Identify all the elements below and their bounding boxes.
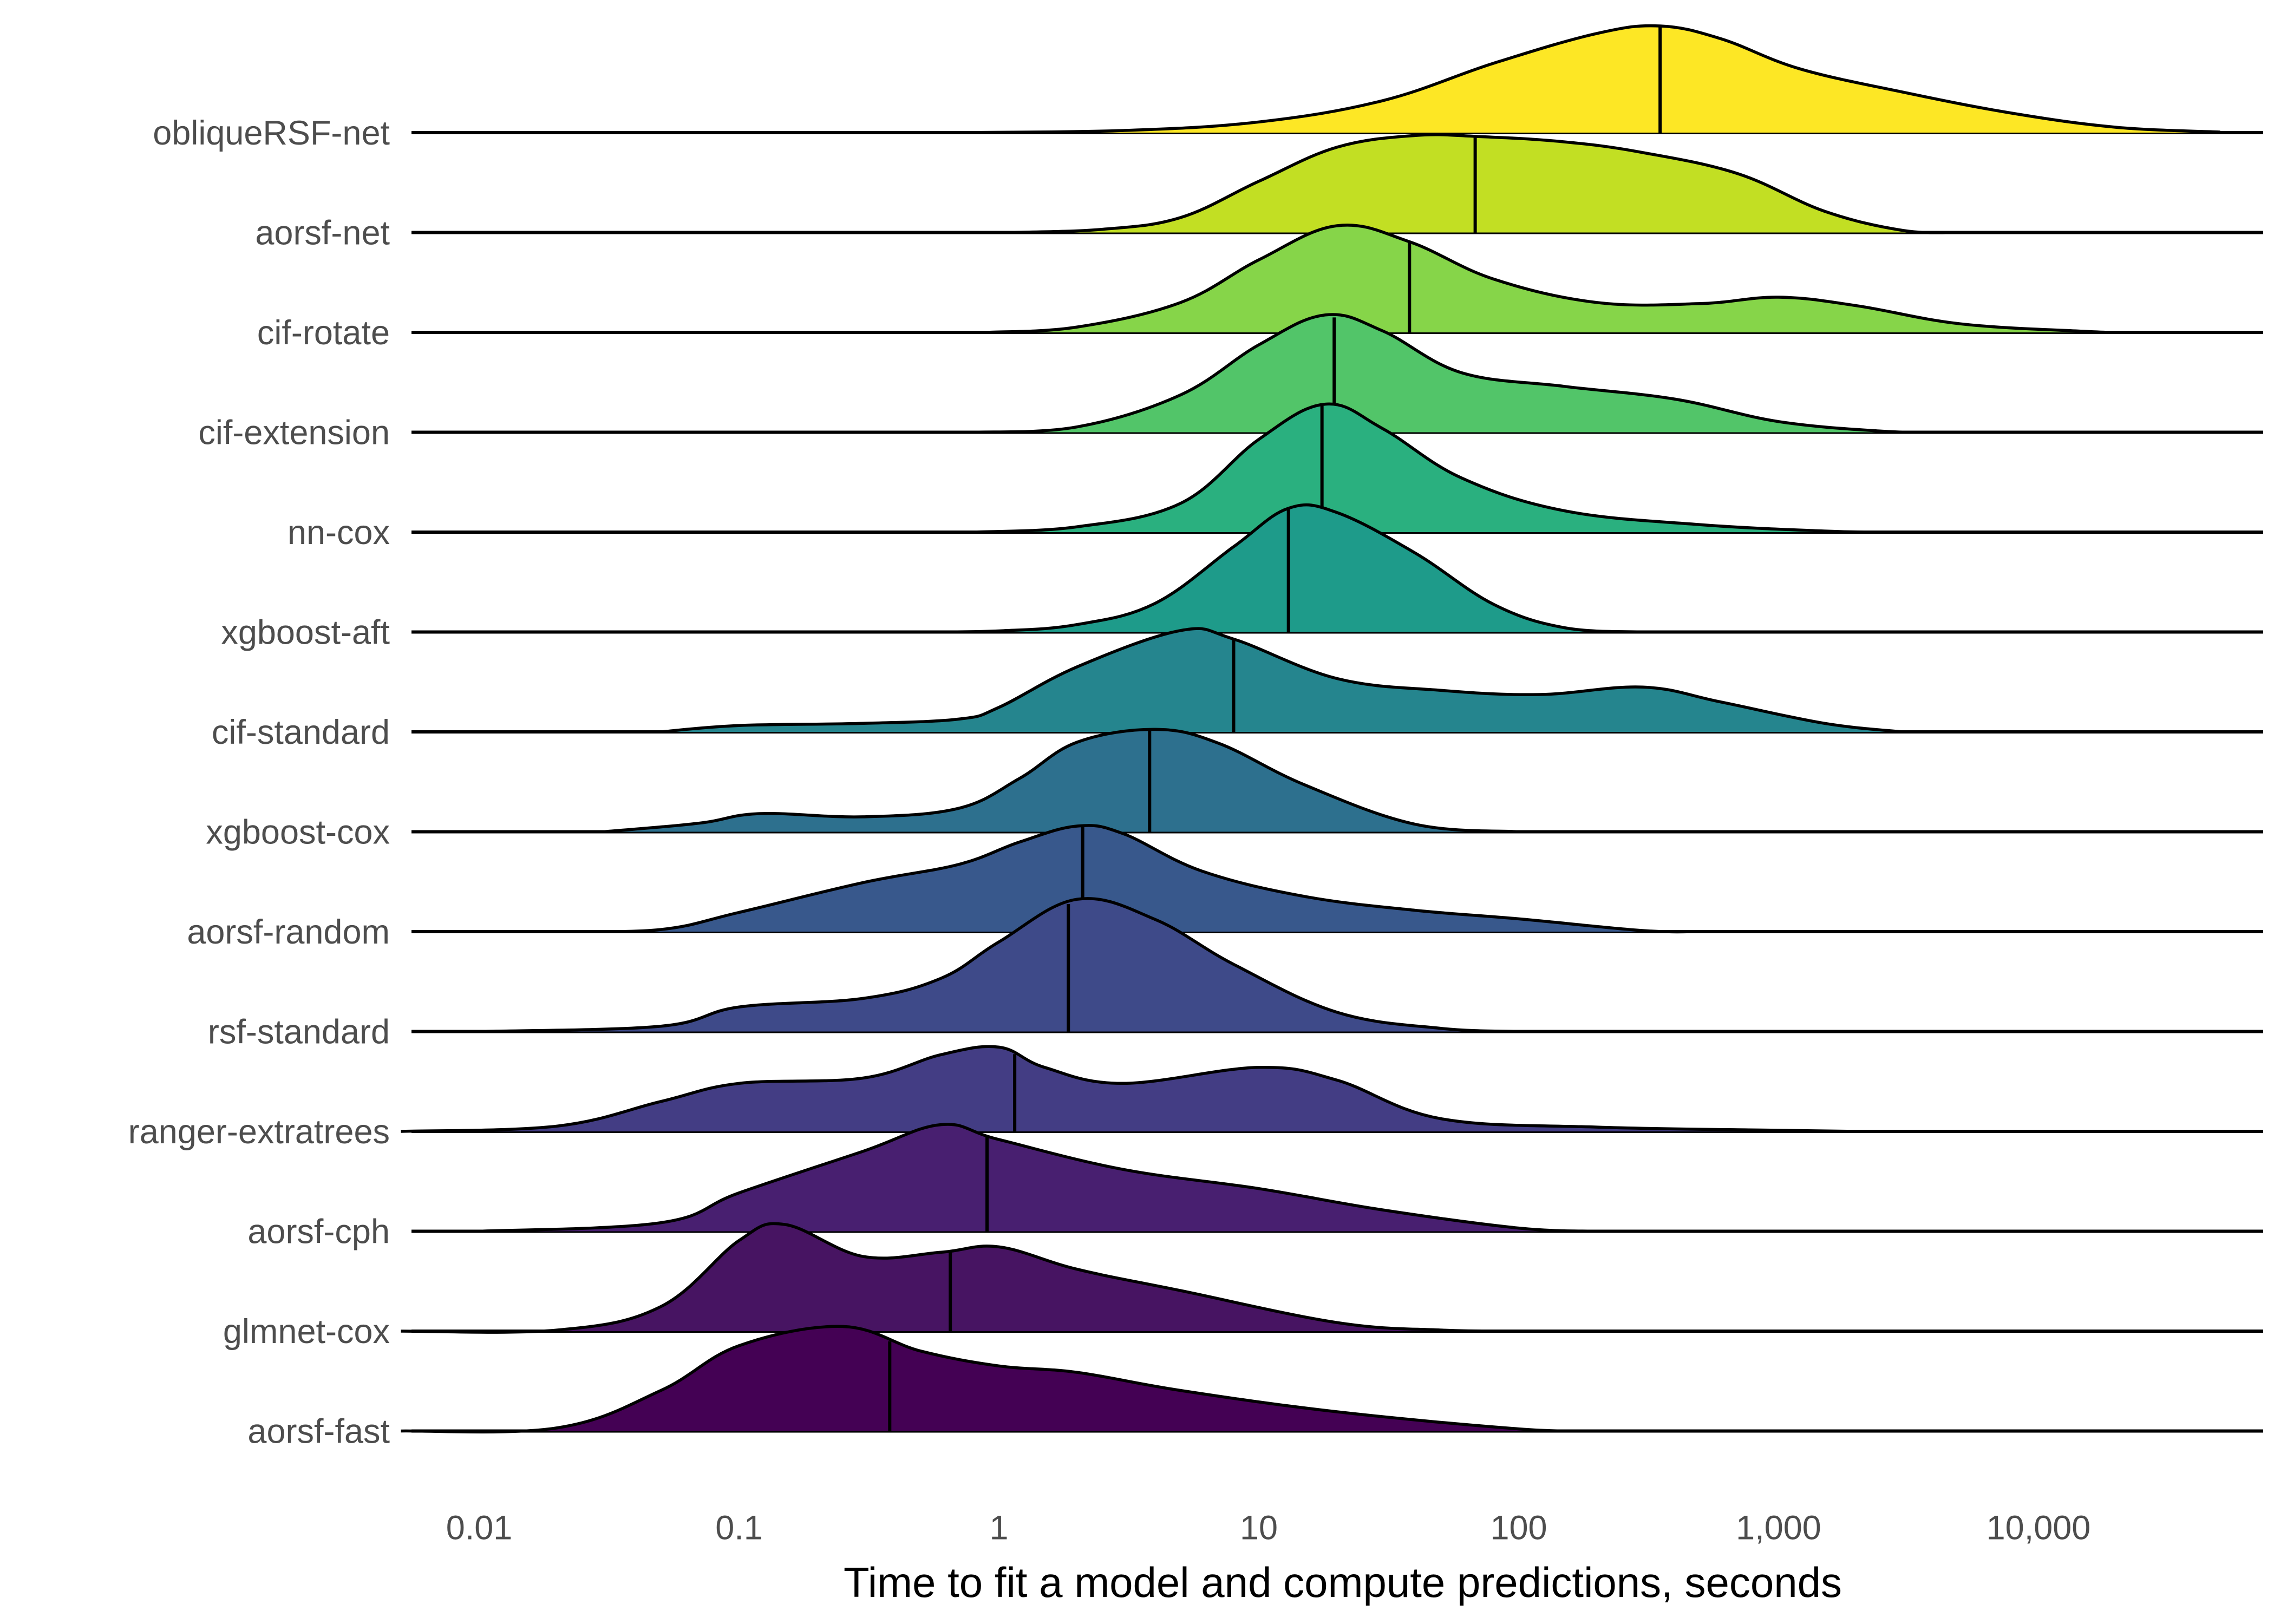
density-area-aorsf-random [557, 825, 1701, 932]
density-area-aorsf-net [1009, 134, 1961, 233]
ridges-layer [401, 24, 2263, 1434]
density-outline-cif-extension [973, 313, 1936, 434]
density-outline-aorsf-net [1009, 133, 1961, 234]
ridge-glmnet-cox [401, 1222, 2263, 1334]
x-tick-label: 1 [989, 1509, 1008, 1547]
density-outline-xgboost-aft [920, 503, 1643, 634]
density-area-rsf-standard [479, 898, 1519, 1032]
x-axis-tick-labels: 0.01 0.1 1 10 100 1,000 10,000 [446, 1509, 2091, 1547]
density-area-aorsf-fast [401, 1326, 1597, 1432]
x-tick-label: 0.1 [715, 1509, 763, 1547]
density-outline-obliquersf-net [958, 24, 2220, 134]
density-outline-ranger-extratrees [401, 1045, 1857, 1133]
y-label-aorsf-cph: aorsf-cph [247, 1213, 390, 1251]
density-outline-aorsf-cph [479, 1123, 1597, 1233]
density-outline-cif-standard [661, 627, 1903, 734]
ridge-aorsf-cph [411, 1123, 2263, 1233]
density-area-ranger-extratrees [401, 1046, 1857, 1131]
ridge-xgboost-aft [411, 503, 2263, 634]
ridge-aorsf-fast [401, 1325, 2263, 1434]
density-outline-glmnet-cox [401, 1222, 1519, 1334]
y-label-rsf-standard: rsf-standard [208, 1013, 390, 1051]
x-tick-label: 0.01 [446, 1509, 513, 1547]
density-outline-xgboost-cox [603, 728, 1519, 834]
x-tick-label: 1,000 [1736, 1509, 1821, 1547]
y-label-aorsf-random: aorsf-random [187, 913, 390, 951]
density-area-obliquersf-net [958, 25, 2220, 133]
y-label-nn-cox: nn-cox [287, 514, 390, 552]
y-axis-labels: obliqueRSF-net aorsf-net cif-rotate cif-ext… [128, 114, 390, 1451]
density-area-nn-cox [973, 404, 1882, 532]
y-label-xgboost-cox: xgboost-cox [206, 814, 390, 852]
density-area-cif-rotate [987, 225, 2117, 332]
x-tick-label: 10 [1240, 1509, 1278, 1547]
y-label-aorsf-net: aorsf-net [255, 214, 390, 252]
x-tick-label: 10,000 [1987, 1509, 2091, 1547]
y-label-cif-extension: cif-extension [198, 414, 390, 452]
ridge-xgboost-cox [411, 728, 2263, 834]
ridge-aorsf-net [411, 133, 2263, 234]
x-axis-title: Time to fit a model and compute predicti… [844, 1558, 1842, 1606]
y-label-obliquersf-net: obliqueRSF-net [153, 114, 390, 152]
density-area-xgboost-aft [920, 505, 1643, 632]
y-label-ranger-extratrees: ranger-extratrees [128, 1113, 390, 1151]
y-label-cif-standard: cif-standard [212, 713, 390, 751]
y-label-aorsf-fast: aorsf-fast [247, 1413, 390, 1451]
density-outline-aorsf-fast [401, 1325, 1597, 1434]
ridge-ranger-extratrees [401, 1045, 2263, 1133]
y-label-glmnet-cox: glmnet-cox [223, 1313, 390, 1351]
density-outline-aorsf-random [557, 824, 1701, 934]
density-area-glmnet-cox [401, 1223, 1519, 1333]
density-area-xgboost-cox [603, 729, 1519, 832]
ridge-rsf-standard [411, 897, 2263, 1033]
density-area-aorsf-cph [479, 1124, 1597, 1232]
y-label-cif-rotate: cif-rotate [257, 314, 390, 352]
density-outline-rsf-standard [479, 897, 1519, 1033]
density-outline-cif-rotate [986, 224, 2117, 334]
y-label-xgboost-aft: xgboost-aft [221, 614, 390, 652]
ridge-obliquersf-net [411, 24, 2263, 134]
ridge-aorsf-random [411, 824, 2263, 934]
x-tick-label: 100 [1490, 1509, 1547, 1547]
density-outline-nn-cox [973, 402, 1883, 534]
density-area-cif-standard [661, 628, 1903, 732]
ridge-cif-standard [411, 627, 2263, 734]
